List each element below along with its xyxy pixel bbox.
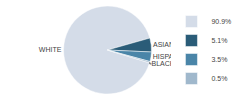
svg-text:WHITE: WHITE: [39, 46, 62, 53]
svg-text:BLACK: BLACK: [152, 60, 175, 67]
svg-text:ASIAN: ASIAN: [153, 41, 174, 48]
svg-text:90.9%: 90.9%: [211, 18, 231, 25]
svg-text:0.5%: 0.5%: [211, 75, 227, 82]
svg-text:HISPANIC: HISPANIC: [152, 53, 186, 61]
svg-text:5.1%: 5.1%: [211, 37, 227, 44]
svg-text:3.5%: 3.5%: [211, 56, 227, 63]
